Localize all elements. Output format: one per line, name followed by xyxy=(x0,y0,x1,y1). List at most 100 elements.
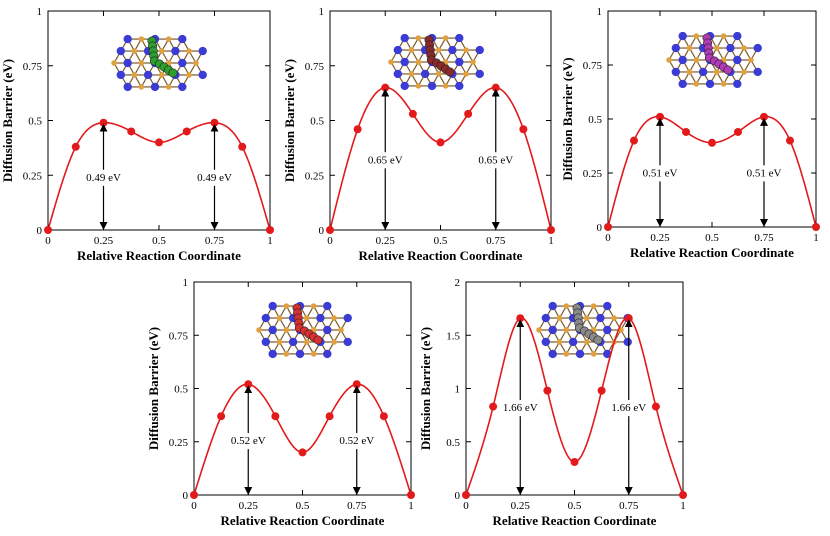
nitrogen-atom xyxy=(123,58,132,68)
nitrogen-atom xyxy=(678,79,687,89)
nitrogen-atom xyxy=(261,313,271,323)
carbon-atom xyxy=(713,45,720,51)
carbon-atom xyxy=(408,71,415,77)
data-point xyxy=(352,380,361,389)
y-tick-label: 0.75 xyxy=(169,330,189,342)
label-background xyxy=(226,433,271,448)
data-point xyxy=(436,138,445,147)
chart-panel-top-left: 0 0.25 0.5 0.75 1 0 0.25 0.5 0.75 1 Relative React… xyxy=(0,6,274,263)
carbon-atom xyxy=(442,83,449,89)
y-tick-label: 0.75 xyxy=(583,60,603,72)
carbon-atom xyxy=(583,339,590,345)
nitrogen-atom xyxy=(316,313,325,323)
data-point xyxy=(379,412,388,421)
nitrogen-atom xyxy=(548,349,557,359)
chart-panel-top-middle: 0 0.25 0.5 0.75 1 0 0.25 0.5 0.75 1 Relative React… xyxy=(282,6,555,263)
barrier-label: 0.51 eV xyxy=(747,167,782,179)
y-tick-label: 0.25 xyxy=(169,437,189,449)
carbon-atom xyxy=(283,351,290,357)
data-point xyxy=(326,226,334,234)
nitrogen-atom xyxy=(143,70,153,80)
y-tick-label: 0.5 xyxy=(310,116,324,128)
carbon-atom xyxy=(693,81,700,87)
y-tick-label: 0.25 xyxy=(305,170,325,182)
label-background xyxy=(606,400,651,415)
nitrogen-atom xyxy=(123,82,132,92)
carbon-atom xyxy=(276,339,283,345)
carbon-atom xyxy=(186,72,192,78)
carbon-atom xyxy=(303,339,310,345)
nitrogen-atom xyxy=(753,43,762,53)
carbon-atom xyxy=(310,303,317,309)
y-axis-title: Diffusion Barrier (eV) xyxy=(0,59,15,182)
data-point xyxy=(190,491,198,499)
y-tick-label: 0.25 xyxy=(583,168,603,180)
carbon-atom xyxy=(741,45,747,51)
nitrogen-atom xyxy=(288,337,298,347)
y-tick-label: 0.5 xyxy=(588,114,602,126)
barrier-label: 0.65 eV xyxy=(478,154,513,166)
nitrogen-atom xyxy=(448,45,457,55)
molecule-atom xyxy=(168,68,178,78)
plot-frame xyxy=(47,10,271,231)
carbon-atom xyxy=(111,60,117,66)
nitrogen-atom xyxy=(171,46,180,56)
data-point xyxy=(519,125,528,134)
carbon-atom xyxy=(408,47,415,53)
carbon-atom xyxy=(590,351,597,357)
x-tick-label: 0.25 xyxy=(511,500,531,512)
nitrogen-atom xyxy=(178,34,187,44)
label-background xyxy=(192,169,237,184)
x-tick-label: 0.5 xyxy=(705,232,719,244)
y-tick-label: 0 xyxy=(455,490,461,502)
carbon-atom xyxy=(720,81,727,87)
carbon-atom xyxy=(331,315,337,321)
carbon-atom xyxy=(276,315,283,321)
data-point xyxy=(604,223,612,231)
y-tick-label: 0 xyxy=(597,222,603,234)
label-background xyxy=(81,169,126,184)
carbon-atom xyxy=(463,71,469,77)
y-tick-label: 1.5 xyxy=(446,330,460,342)
x-tick-label: 0.75 xyxy=(486,235,506,247)
data-point xyxy=(210,118,219,127)
nitrogen-atom xyxy=(548,301,557,311)
carbon-atom xyxy=(435,71,442,77)
nitrogen-atom xyxy=(150,82,160,92)
y-tick-label: 1 xyxy=(37,6,43,18)
nitrogen-atom xyxy=(475,45,484,55)
carbon-atom xyxy=(693,33,700,39)
carbon-atom xyxy=(463,47,469,53)
nitrogen-atom xyxy=(575,349,585,359)
data-point xyxy=(464,109,473,118)
carbon-atom xyxy=(563,351,570,357)
nitrogen-atom xyxy=(733,79,742,89)
carbon-atom xyxy=(590,303,597,309)
data-point xyxy=(812,223,820,231)
barrier-label: 1.66 eV xyxy=(503,402,538,414)
molecule-atom xyxy=(445,67,455,77)
nitrogen-atom xyxy=(678,55,687,65)
nitrogen-atom xyxy=(323,325,332,335)
nitrogen-atom xyxy=(541,313,551,323)
nitrogen-atom xyxy=(733,31,742,41)
carbon-atom xyxy=(470,59,476,65)
x-tick-label: 1 xyxy=(813,232,819,244)
carbon-atom xyxy=(435,47,442,53)
nitrogen-atom xyxy=(603,301,612,311)
x-axis-title: Relative Reaction Coordinate xyxy=(493,513,657,528)
nitrogen-atom xyxy=(198,70,207,80)
carbon-atom xyxy=(283,303,290,309)
carbon-atom xyxy=(158,72,165,78)
y-tick-label: 2 xyxy=(455,277,461,289)
data-point xyxy=(651,402,660,411)
label-background xyxy=(334,433,379,448)
nitrogen-atom xyxy=(393,45,403,55)
label-background xyxy=(638,165,682,180)
data-point xyxy=(708,138,716,147)
data-point xyxy=(325,412,334,421)
y-tick-label: 0.25 xyxy=(23,170,43,182)
data-point xyxy=(570,457,579,466)
nitrogen-atom xyxy=(295,349,305,359)
carbon-atom xyxy=(138,60,145,66)
